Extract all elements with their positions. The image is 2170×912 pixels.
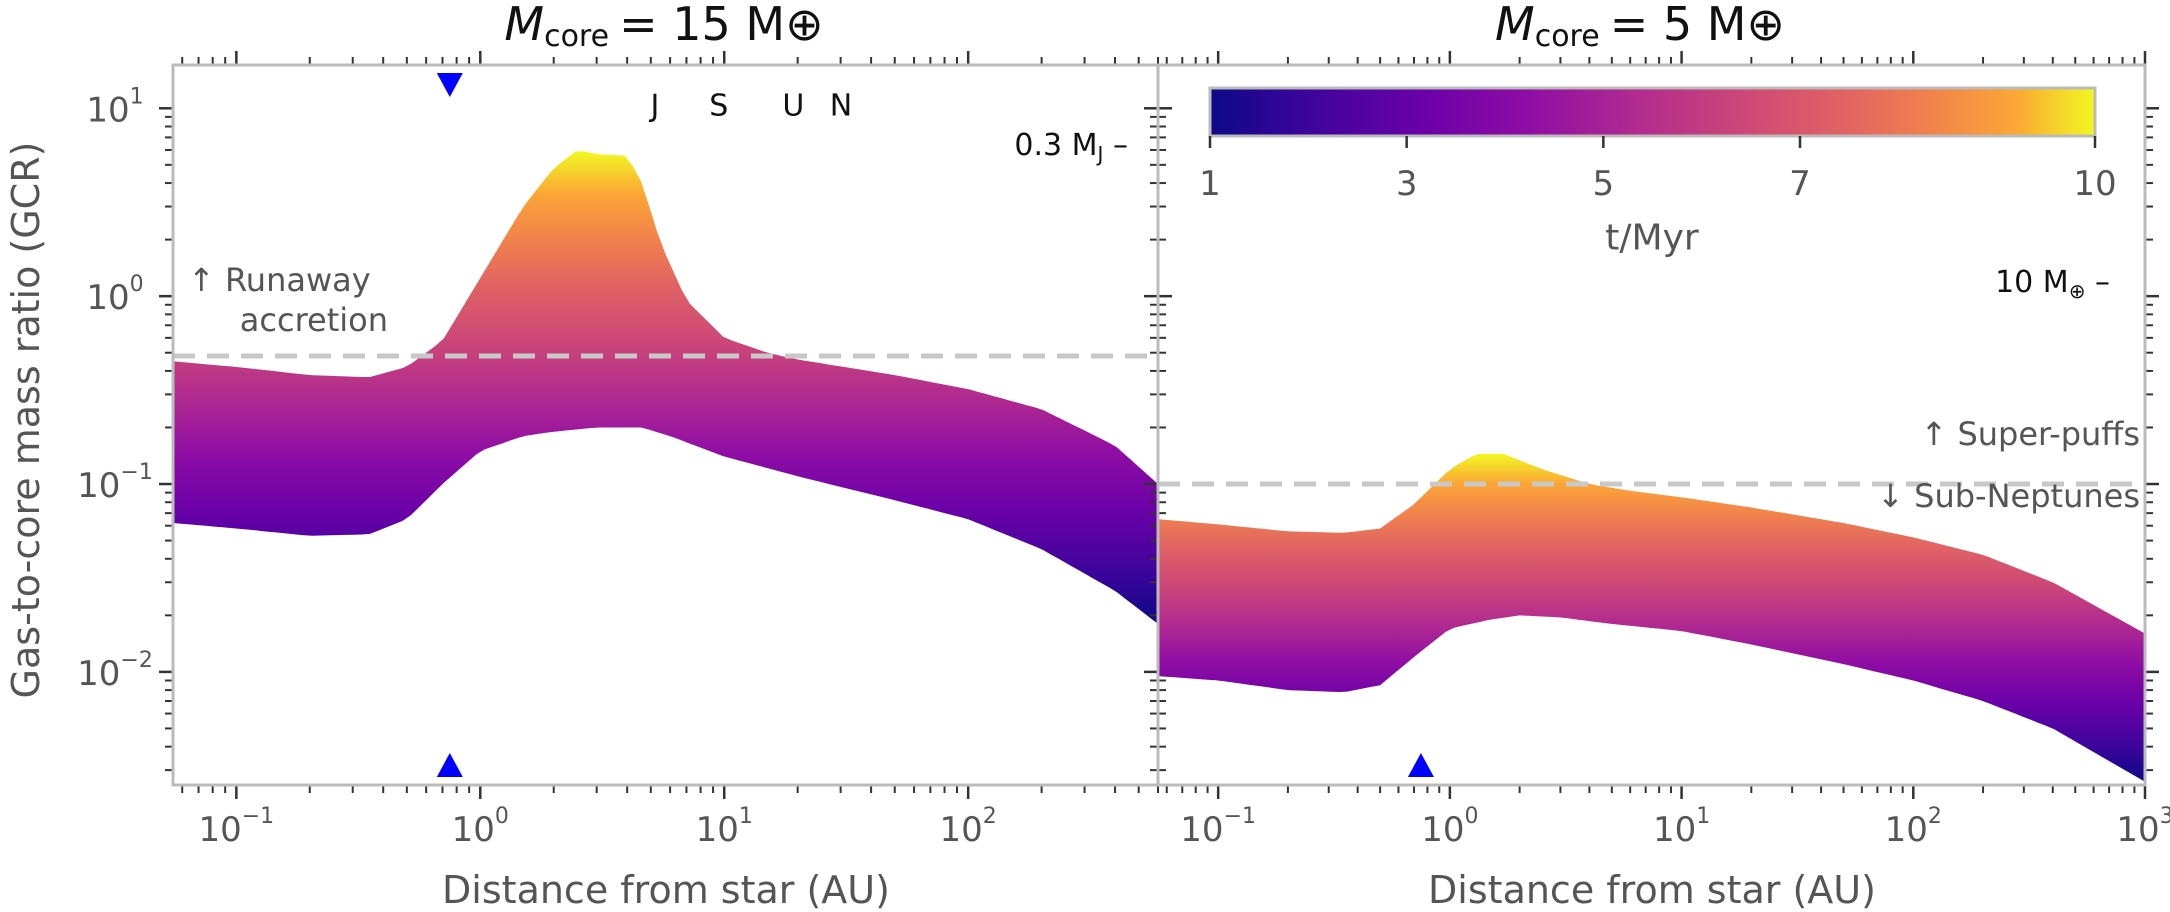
colorbar-tick-label: 10	[2073, 164, 2116, 204]
right-bottom-marker-triangle	[1407, 753, 1434, 777]
colorbar-tick-label: 5	[1593, 164, 1615, 204]
colorbar: 1 3 5 7 10 t/Myr	[1199, 86, 2117, 259]
right-x-axis-label: Distance from star (AU)	[1428, 868, 1876, 912]
right-plot-frame	[1156, 63, 2147, 787]
x-tick-label: 103	[2116, 804, 2170, 851]
y-tick-label: 100	[86, 272, 143, 319]
y-tick-label: 10−2	[77, 647, 153, 694]
runaway-accretion-label-line1: ↑ Runaway	[188, 261, 371, 299]
left-top-marker-triangle	[436, 73, 463, 97]
right-panel-title: Mcore = 5 M⊕	[1495, 0, 1785, 54]
left-gcr-band	[173, 151, 1158, 624]
sub-neptunes-label: ↓ Sub-Neptunes	[1877, 477, 2140, 515]
colorbar-tick-label: 7	[1789, 164, 1811, 204]
colorbar-tick-label: 3	[1396, 164, 1418, 204]
x-tick-label: 100	[452, 804, 509, 851]
left-bottom-marker-triangle	[436, 753, 463, 777]
runaway-accretion-label-line2: accretion	[240, 301, 388, 339]
super-puffs-label: ↑ Super-puffs	[1920, 415, 2140, 453]
planet-label-uranus: U	[782, 89, 804, 124]
x-tick-label: 101	[696, 804, 753, 851]
y-tick-label: 101	[86, 84, 143, 131]
x-tick-label: 100	[1421, 804, 1478, 851]
right-panel: 10−1 100 101 102 103 ↑ Super-puffs ↓ Sub-Nep…	[1144, 0, 2170, 912]
left-panel-title: Mcore = 15 M⊕	[504, 0, 823, 54]
planet-label-jupiter: J	[649, 89, 660, 124]
colorbar-gradient	[1208, 86, 2097, 138]
mass-label-0.3-mj: 0.3 MJ –	[1014, 128, 1128, 167]
x-tick-label: 102	[1885, 804, 1942, 851]
x-tick-label: 10−1	[1180, 804, 1256, 851]
planet-label-neptune: N	[830, 89, 852, 124]
x-tick-label: 101	[1653, 804, 1710, 851]
right-gcr-band	[1158, 453, 2145, 782]
colorbar-label: t/Myr	[1605, 218, 1699, 259]
x-tick-label: 102	[940, 804, 997, 851]
colorbar-ticks: 1 3 5 7 10	[1199, 136, 2117, 204]
x-tick-label: 10−1	[198, 804, 274, 851]
mass-label-10-mearth: 10 M⊕ –	[1995, 265, 2110, 304]
colorbar-tick-label: 1	[1199, 164, 1221, 204]
left-x-axis-label: Distance from star (AU)	[442, 868, 890, 912]
left-panel: 10−1 100 101 102 101 100 10−1 10−2 J S U N ↑ Ru…	[77, 0, 1172, 912]
planet-label-saturn: S	[709, 89, 728, 124]
y-tick-label: 10−1	[77, 460, 153, 507]
y-axis-label: Gas-to-core mass ratio (GCR)	[4, 142, 48, 699]
